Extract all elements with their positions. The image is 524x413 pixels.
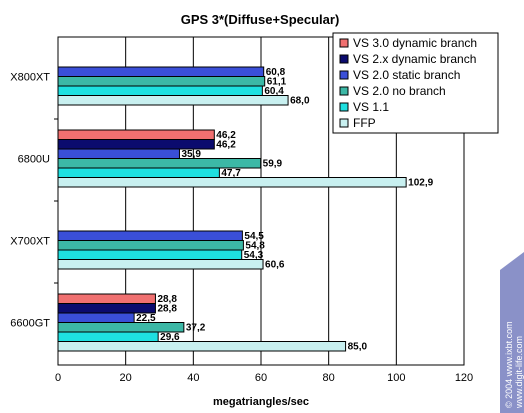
bar — [57, 76, 266, 87]
x-tick-label: 0 — [55, 372, 61, 384]
category-label: 6600GT — [10, 318, 50, 330]
value-label: 22,5 — [136, 313, 156, 324]
x-tick-label: 80 — [323, 372, 335, 384]
x-tick-label: 120 — [455, 372, 473, 384]
value-label: 46,2 — [216, 130, 236, 141]
bars — [57, 66, 407, 352]
value-label: 28,8 — [157, 304, 177, 315]
bar — [57, 312, 135, 323]
value-label: 60,4 — [264, 86, 284, 97]
value-labels: 60,861,160,4 68,0 46,246,2 35,9 59,9 47,7 102,… — [136, 67, 433, 353]
value-label: 54,8 — [245, 241, 265, 252]
bar — [57, 259, 264, 270]
bar — [57, 177, 407, 188]
x-axis-label: megatriangles/sec — [213, 396, 309, 408]
x-tick-label: 100 — [387, 372, 405, 384]
legend-label: VS 2.0 static branch — [353, 68, 460, 82]
bar — [57, 148, 180, 159]
category-label: 6800U — [18, 154, 50, 166]
category-labels: X800XT 6800U X700XT 6600GT — [10, 72, 50, 330]
bar — [57, 167, 220, 178]
value-label: 28,8 — [157, 294, 177, 305]
category-label: X700XT — [10, 236, 50, 248]
x-tick-label: 40 — [187, 372, 199, 384]
watermark: © 2004 www.ixbt.com www.digit-life.com — [500, 252, 524, 413]
bar — [57, 230, 243, 241]
value-label: 59,9 — [263, 159, 283, 170]
bar — [57, 129, 215, 140]
legend: VS 3.0 dynamic branch VS 2.x dynamic bran… — [332, 32, 499, 134]
bar — [57, 66, 265, 77]
watermark-line-2: www.digit-life.com — [514, 336, 524, 409]
value-label: 54,5 — [244, 231, 264, 242]
bar — [57, 331, 159, 342]
chart-title: GPS 3*(Diffuse+Specular) — [181, 12, 340, 27]
legend-swatch — [339, 70, 349, 80]
value-label: 60,6 — [265, 260, 285, 271]
value-label: 35,9 — [181, 149, 201, 160]
value-label: 46,2 — [216, 140, 236, 151]
value-label: 68,0 — [290, 96, 310, 107]
category-label: X800XT — [10, 72, 50, 84]
legend-label: VS 2.0 no branch — [353, 84, 446, 98]
legend-label: VS 1.1 — [353, 100, 389, 114]
value-label: 61,1 — [267, 77, 287, 88]
bar — [57, 85, 263, 96]
legend-label: VS 2.x dynamic branch — [353, 52, 476, 66]
legend-swatch — [339, 102, 349, 112]
bar — [57, 139, 215, 150]
watermark-line-1: © 2004 www.ixbt.com — [504, 321, 514, 408]
bar — [57, 249, 243, 260]
legend-swatch — [339, 54, 349, 64]
bar — [57, 158, 262, 169]
bar — [57, 95, 289, 106]
x-tick-labels: 0 20 40 60 80 100 120 — [55, 372, 473, 384]
legend-swatch — [339, 118, 349, 128]
value-label: 47,7 — [221, 168, 241, 179]
bar — [57, 341, 347, 352]
value-label: 37,2 — [186, 323, 206, 334]
value-label: 60,8 — [266, 67, 286, 78]
legend-swatch — [339, 38, 349, 48]
bar — [57, 293, 156, 304]
bar — [57, 240, 244, 251]
value-label: 54,3 — [244, 250, 264, 261]
bar — [57, 322, 185, 333]
value-label: 29,6 — [160, 332, 180, 343]
x-tick-label: 60 — [255, 372, 267, 384]
legend-label: VS 3.0 dynamic branch — [353, 36, 477, 50]
legend-swatch — [339, 86, 349, 96]
legend-box — [332, 32, 499, 134]
value-label: 102,9 — [408, 178, 433, 189]
x-tick-label: 20 — [120, 372, 132, 384]
watermark-band — [500, 252, 524, 413]
value-label: 85,0 — [348, 342, 368, 353]
legend-label: FFP — [353, 116, 376, 130]
bar — [57, 303, 156, 314]
